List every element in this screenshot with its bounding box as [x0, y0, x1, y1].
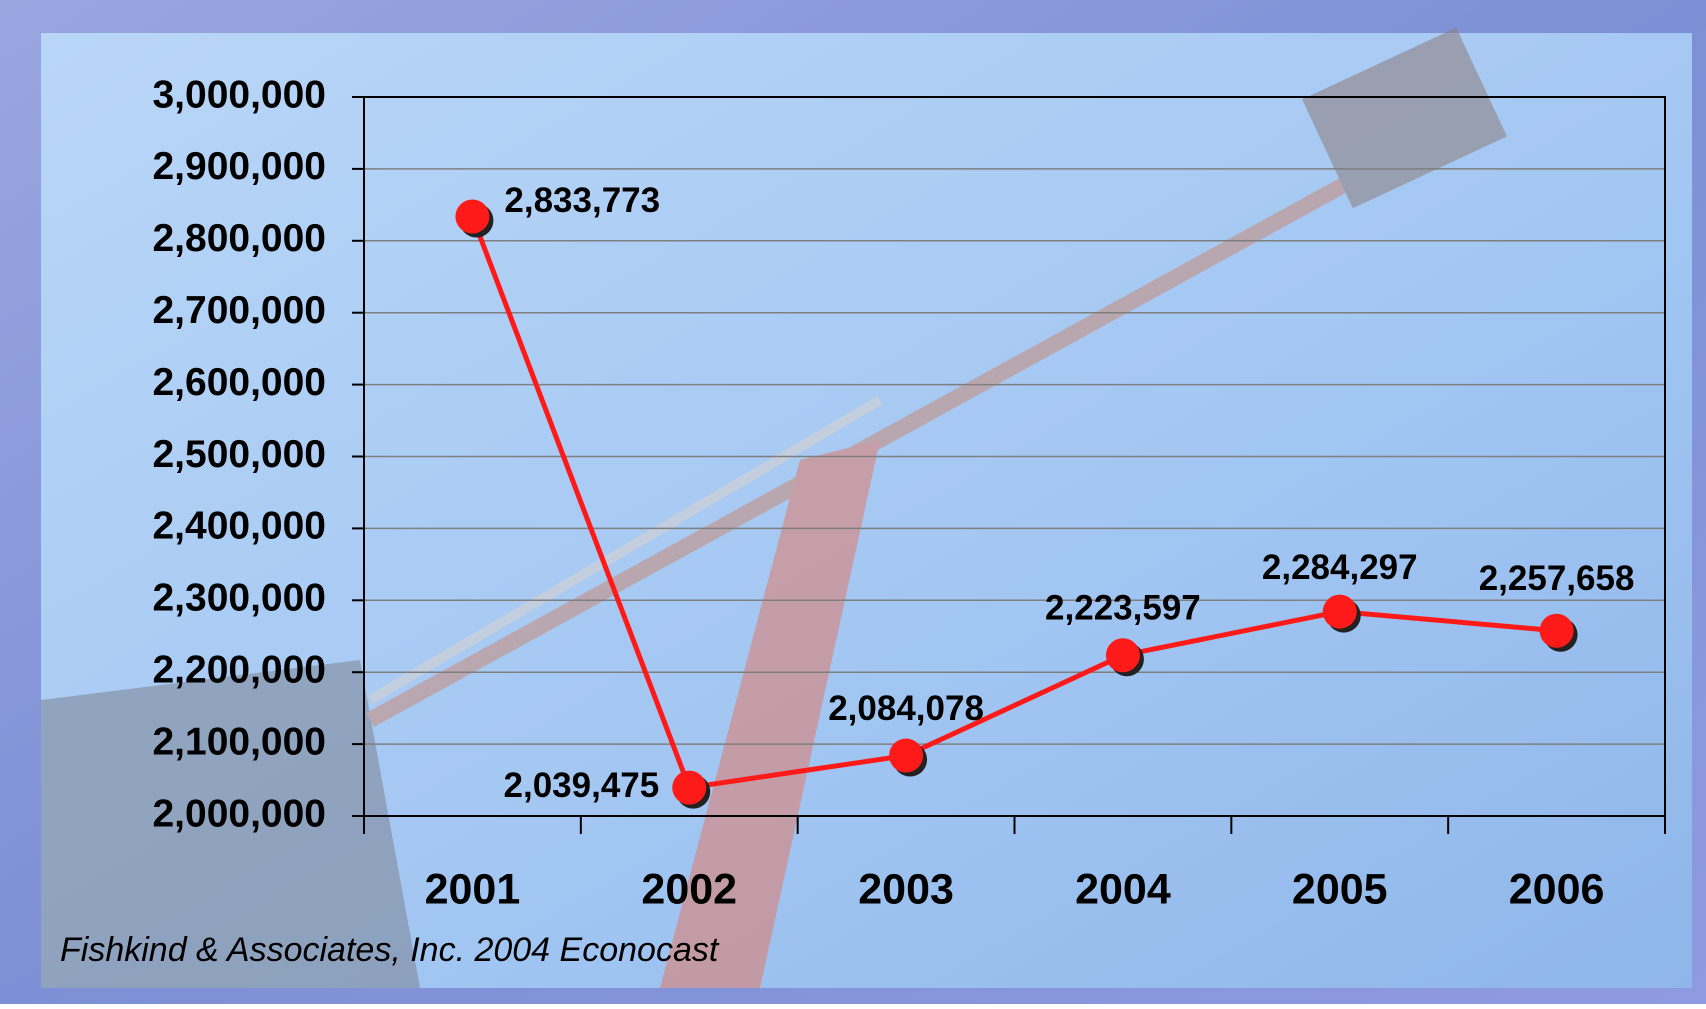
marker — [889, 738, 924, 773]
x-tick-label: 2001 — [425, 865, 521, 913]
data-label: 2,257,658 — [1479, 559, 1635, 598]
source-note: Fishkind & Associates, Inc. 2004 Econoca… — [60, 931, 720, 969]
y-tick-label: 2,900,000 — [152, 145, 326, 188]
y-tick-label: 2,400,000 — [152, 505, 326, 548]
line — [470, 215, 1557, 791]
x-tick-label: 2004 — [1075, 865, 1171, 913]
data-label: 2,084,078 — [828, 689, 984, 728]
data-label: 2,284,297 — [1262, 548, 1418, 587]
marker — [1105, 638, 1140, 673]
marker — [455, 199, 490, 234]
crane-decoration — [41, 27, 1507, 988]
y-tick-label: 3,000,000 — [152, 73, 326, 116]
x-tick-label: 2005 — [1292, 865, 1388, 913]
x-tick-label: 2006 — [1509, 865, 1605, 913]
y-tick-label: 2,000,000 — [152, 792, 326, 835]
x-tick-label: 2003 — [858, 865, 954, 913]
data-label: 2,833,773 — [504, 181, 660, 220]
y-tick-label: 2,200,000 — [152, 648, 326, 691]
marker — [672, 770, 707, 805]
y-tick-label: 2,300,000 — [152, 577, 326, 620]
y-tick-label: 2,100,000 — [152, 720, 326, 763]
x-tick-label: 2002 — [641, 865, 737, 913]
marker — [1322, 594, 1357, 629]
y-tick-label: 2,800,000 — [152, 217, 326, 260]
y-tick-label: 2,500,000 — [152, 433, 326, 476]
data-label: 2,223,597 — [1045, 588, 1201, 627]
data-label: 2,039,475 — [504, 766, 660, 805]
y-tick-label: 2,700,000 — [152, 289, 326, 332]
marker — [1539, 613, 1574, 648]
y-tick-label: 2,600,000 — [152, 361, 326, 404]
